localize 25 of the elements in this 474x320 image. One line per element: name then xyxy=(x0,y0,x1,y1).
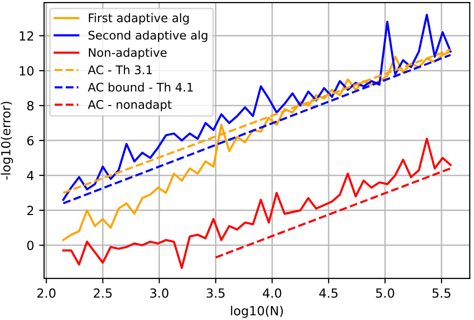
y-tick-label: 10 xyxy=(20,66,34,76)
x-tick-label: 5.5 xyxy=(432,288,450,298)
y-axis-title: -log10(error) xyxy=(0,102,13,180)
legend-label: Second adaptive alg xyxy=(88,30,208,42)
legend-label: Non-adaptive xyxy=(88,48,167,60)
line-series xyxy=(62,14,452,201)
y-tick-label: 2 xyxy=(27,206,34,216)
legend-label: AC bound - Th 4.1 xyxy=(88,82,193,92)
x-tick-label: 3.5 xyxy=(206,288,225,298)
x-tick-label: 3.0 xyxy=(150,288,168,298)
x-axis-title: log10(N) xyxy=(231,306,283,318)
x-tick-label: 2.5 xyxy=(94,288,112,298)
line-series xyxy=(62,138,452,269)
y-tick-label: 4 xyxy=(27,171,34,180)
legend-label: First adaptive alg xyxy=(88,13,189,25)
x-tick-label: 2.0 xyxy=(37,288,56,298)
x-tick-label: 4.5 xyxy=(319,288,338,298)
y-tick-label: 0 xyxy=(27,240,34,250)
legend-label: AC - Th 3.1 xyxy=(88,65,152,74)
x-tick-label: 5.0 xyxy=(376,288,394,298)
y-tick-label: 6 xyxy=(27,136,34,146)
y-tick-label: 12 xyxy=(20,31,34,40)
x-tick-label: 4.0 xyxy=(262,288,282,298)
y-tick-label: 8 xyxy=(27,101,34,110)
legend-label: AC - nonadapt xyxy=(88,100,172,112)
